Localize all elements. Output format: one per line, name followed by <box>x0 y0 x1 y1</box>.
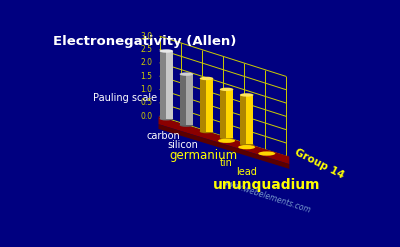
Polygon shape <box>160 51 173 119</box>
Text: germanium: germanium <box>169 149 238 162</box>
Polygon shape <box>160 51 166 119</box>
Text: tin: tin <box>220 158 233 168</box>
Polygon shape <box>180 74 193 125</box>
Ellipse shape <box>240 143 254 146</box>
Ellipse shape <box>240 93 254 97</box>
Ellipse shape <box>160 49 173 53</box>
Ellipse shape <box>200 77 213 80</box>
Ellipse shape <box>220 88 234 91</box>
Text: 3.0: 3.0 <box>140 32 152 41</box>
Ellipse shape <box>218 139 235 143</box>
Polygon shape <box>158 124 289 169</box>
Polygon shape <box>180 74 186 125</box>
Text: www.webelements.com: www.webelements.com <box>222 179 312 215</box>
Text: 2.5: 2.5 <box>140 45 152 54</box>
Text: 1.5: 1.5 <box>140 72 152 81</box>
Text: 0.5: 0.5 <box>140 98 152 107</box>
Text: Group 14: Group 14 <box>293 147 346 181</box>
Polygon shape <box>240 95 254 144</box>
Polygon shape <box>200 79 213 131</box>
Text: Pauling scale: Pauling scale <box>94 93 158 103</box>
Text: carbon: carbon <box>146 131 180 141</box>
Text: Electronegativity (Allen): Electronegativity (Allen) <box>53 35 236 48</box>
Ellipse shape <box>180 72 193 76</box>
Text: silicon: silicon <box>168 140 199 150</box>
Text: 0.0: 0.0 <box>140 112 152 121</box>
Polygon shape <box>158 117 289 164</box>
Polygon shape <box>200 79 206 131</box>
Polygon shape <box>220 89 226 138</box>
Ellipse shape <box>238 145 255 149</box>
Polygon shape <box>240 95 246 144</box>
Text: 1.0: 1.0 <box>140 85 152 94</box>
Text: 2.0: 2.0 <box>140 59 152 67</box>
Ellipse shape <box>220 136 234 140</box>
Ellipse shape <box>160 117 173 121</box>
Polygon shape <box>220 89 234 138</box>
Ellipse shape <box>258 151 275 156</box>
Text: ununquadium: ununquadium <box>213 179 320 192</box>
Ellipse shape <box>180 124 193 127</box>
Text: lead: lead <box>236 167 257 177</box>
Ellipse shape <box>200 130 213 133</box>
